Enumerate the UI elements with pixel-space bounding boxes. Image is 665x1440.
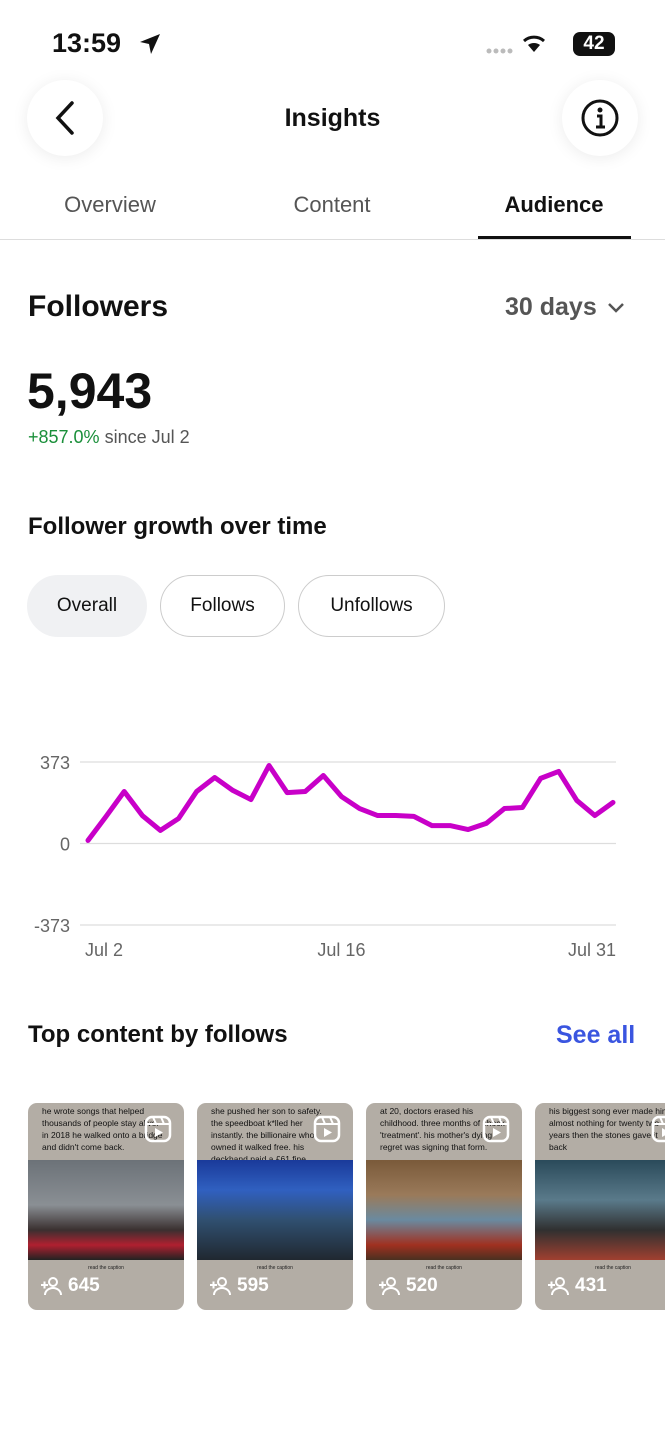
content-card[interactable]: he wrote songs that helped thousands of … — [28, 1103, 184, 1310]
thumbnail — [535, 1160, 665, 1260]
tab-indicator — [478, 236, 631, 239]
x-tick-label: Jul 16 — [317, 940, 365, 960]
back-icon — [55, 101, 74, 135]
content-card[interactable]: his biggest song ever made him almost no… — [535, 1103, 665, 1310]
status-time: 13:59 — [52, 28, 122, 58]
change: +857.0% — [28, 427, 100, 447]
period-select[interactable]: 30 days — [505, 293, 625, 322]
follow-count: 645 — [68, 1275, 100, 1296]
section-title: Followers — [28, 290, 169, 323]
follow-count: 520 — [406, 1275, 438, 1296]
follow-count: 595 — [237, 1275, 269, 1296]
caption-hint: read the caption — [426, 1265, 462, 1271]
caption-hint: read the caption — [88, 1265, 124, 1271]
divider — [0, 239, 665, 240]
battery: 42 — [573, 32, 615, 56]
caption-hint: read the caption — [595, 1265, 631, 1271]
info-button[interactable] — [562, 80, 638, 156]
follows: 431 — [547, 1275, 607, 1297]
chart: -373 0 373 Jul 2 Jul 16 Jul 31 — [34, 753, 616, 960]
follows: 645 — [40, 1275, 100, 1297]
growth-title: Follower growth over time — [28, 513, 327, 540]
top-content-title: Top content by follows — [28, 1021, 288, 1048]
status-icons — [486, 35, 545, 54]
chevron — [607, 302, 624, 313]
info-icon — [581, 99, 619, 137]
page-title: Insights — [284, 104, 381, 132]
y-tick-label: -373 — [34, 916, 70, 936]
content-card[interactable]: she pushed her son to safety. the speedb… — [197, 1103, 353, 1310]
filter[interactable]: Follows — [160, 575, 285, 637]
since: since Jul 2 — [104, 427, 190, 447]
filter-active[interactable]: Overall — [27, 575, 147, 637]
follow-count: 431 — [575, 1275, 607, 1296]
reel-icon — [144, 1115, 172, 1143]
line — [85, 762, 616, 843]
follow-icon — [210, 1277, 231, 1296]
change-row: +857.0% since Jul 2 — [28, 427, 190, 448]
caption: his biggest song ever made him almost no… — [549, 1106, 665, 1152]
x-tick-label: Jul 31 — [568, 940, 616, 960]
reel-icon — [313, 1115, 341, 1143]
reel-icon — [651, 1115, 665, 1143]
x-tick-label: Jul 2 — [85, 940, 123, 960]
thumbnail — [366, 1160, 522, 1260]
tab[interactable]: Overview — [64, 192, 156, 217]
tab[interactable]: Content — [293, 192, 371, 217]
follows: 520 — [378, 1275, 438, 1297]
reel-icon — [482, 1115, 510, 1143]
thumbnail — [197, 1160, 353, 1260]
period: 30 days — [505, 293, 597, 321]
follow-icon — [379, 1277, 400, 1296]
follow-icon — [41, 1277, 62, 1296]
caption: he wrote songs that helped thousands of … — [42, 1106, 163, 1152]
content-card[interactable]: at 20, doctors erased his childhood. thr… — [366, 1103, 522, 1310]
tab-active[interactable]: Audience — [504, 192, 604, 217]
y-tick-label: 0 — [60, 835, 70, 855]
thumbnail — [28, 1160, 184, 1260]
see-all[interactable]: See all — [556, 1021, 636, 1049]
location-icon — [140, 34, 160, 54]
back-button[interactable] — [27, 80, 103, 156]
follows: 595 — [209, 1275, 269, 1297]
y-tick-label: 373 — [40, 753, 70, 773]
follower-count: 5,943 — [27, 363, 153, 419]
caption: at 20, doctors erased his childhood. thr… — [380, 1106, 505, 1152]
caption: she pushed her son to safety. the speedb… — [211, 1106, 322, 1164]
follow-icon — [548, 1277, 569, 1296]
filter[interactable]: Unfollows — [298, 575, 445, 637]
caption-hint: read the caption — [257, 1265, 293, 1271]
